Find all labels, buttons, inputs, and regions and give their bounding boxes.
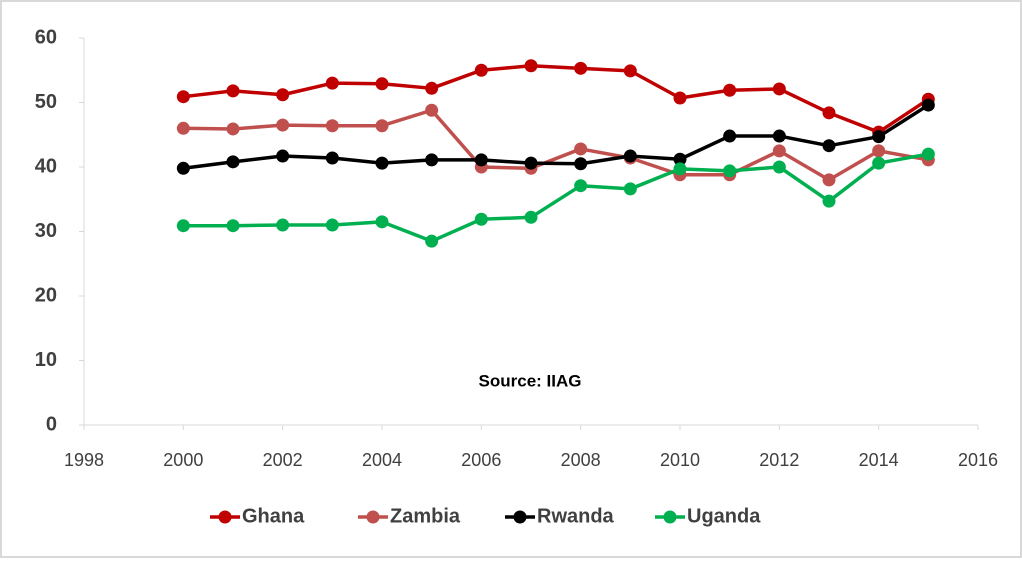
x-tick-label: 2010 xyxy=(660,450,700,470)
data-point xyxy=(276,118,290,132)
data-point xyxy=(226,155,240,169)
data-point xyxy=(276,218,290,232)
data-point xyxy=(623,182,637,196)
data-point xyxy=(574,179,588,193)
data-point xyxy=(822,194,836,208)
data-point xyxy=(822,173,836,187)
legend-marker xyxy=(218,510,232,524)
data-point xyxy=(474,63,488,77)
data-point xyxy=(226,84,240,98)
data-point xyxy=(375,215,389,229)
data-point xyxy=(872,130,886,144)
data-point xyxy=(524,210,538,224)
x-tick-label: 1998 xyxy=(64,450,104,470)
data-point xyxy=(325,119,339,133)
annotation: Source: IIAG xyxy=(479,371,582,390)
data-point xyxy=(921,98,935,112)
data-point xyxy=(524,59,538,73)
data-point xyxy=(574,157,588,171)
data-point xyxy=(723,164,737,178)
data-point xyxy=(772,144,786,158)
x-tick-label: 2006 xyxy=(461,450,501,470)
y-tick-label: 20 xyxy=(35,284,57,306)
data-point xyxy=(425,234,439,248)
data-point xyxy=(375,156,389,170)
legend-label: Zambia xyxy=(390,505,461,527)
x-tick-label: 2016 xyxy=(958,450,998,470)
data-point xyxy=(574,142,588,156)
data-point xyxy=(176,161,190,175)
series-line xyxy=(183,103,930,171)
data-point xyxy=(723,129,737,143)
data-point xyxy=(425,153,439,167)
data-point xyxy=(226,219,240,233)
x-tick-label: 2000 xyxy=(163,450,203,470)
data-point xyxy=(176,121,190,135)
data-point xyxy=(673,162,687,176)
data-point xyxy=(325,76,339,90)
series-line xyxy=(183,108,929,182)
data-point xyxy=(623,64,637,78)
data-point xyxy=(325,151,339,165)
series-line xyxy=(183,152,929,243)
data-point xyxy=(325,218,339,232)
data-point xyxy=(921,147,935,161)
legend-label: Ghana xyxy=(242,505,305,527)
data-point xyxy=(276,149,290,163)
y-tick-label: 30 xyxy=(35,220,57,242)
data-point xyxy=(872,156,886,170)
data-point xyxy=(425,81,439,95)
data-point xyxy=(673,91,687,105)
y-tick-label: 40 xyxy=(35,155,57,177)
data-point xyxy=(574,61,588,75)
data-point xyxy=(276,88,290,102)
y-tick-label: 60 xyxy=(35,26,57,48)
y-tick-label: 10 xyxy=(35,349,57,371)
x-tick-label: 2014 xyxy=(859,450,899,470)
data-point xyxy=(772,82,786,96)
y-tick-label: 0 xyxy=(46,413,57,435)
legend-marker xyxy=(663,510,677,524)
data-point xyxy=(822,106,836,120)
data-point xyxy=(623,149,637,163)
data-point xyxy=(474,153,488,167)
series-line xyxy=(183,63,930,134)
data-point xyxy=(375,77,389,91)
x-tick-label: 2002 xyxy=(263,450,303,470)
data-point xyxy=(474,212,488,226)
y-tick-label: 50 xyxy=(35,91,57,113)
data-point xyxy=(176,219,190,233)
data-point xyxy=(723,83,737,97)
data-point xyxy=(822,139,836,153)
legend-marker xyxy=(513,510,527,524)
data-point xyxy=(375,119,389,133)
data-point xyxy=(872,144,886,158)
legend-label: Uganda xyxy=(687,505,761,527)
x-tick-label: 2008 xyxy=(561,450,601,470)
legend-marker xyxy=(366,510,380,524)
data-point xyxy=(524,156,538,170)
data-point xyxy=(425,103,439,117)
x-tick-label: 2004 xyxy=(362,450,402,470)
data-point xyxy=(772,129,786,143)
x-tick-label: 2012 xyxy=(759,450,799,470)
data-point xyxy=(176,90,190,104)
data-point xyxy=(673,152,687,166)
legend-label: Rwanda xyxy=(537,505,615,527)
data-point xyxy=(226,122,240,136)
data-point xyxy=(772,160,786,174)
